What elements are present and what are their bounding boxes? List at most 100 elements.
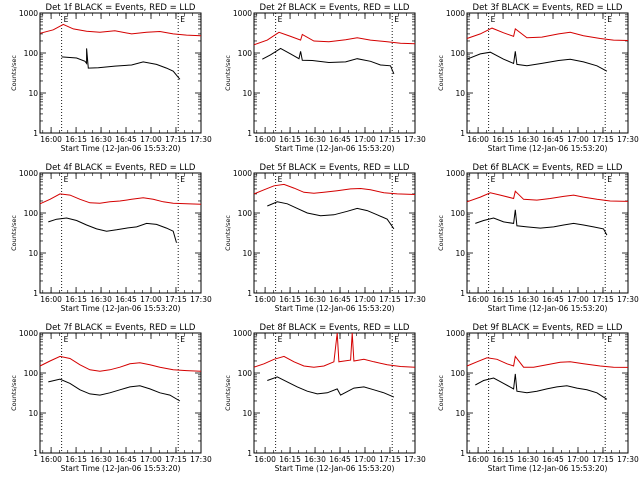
events-series-line (475, 209, 608, 236)
event-marker-label: E (64, 15, 69, 24)
lld-series-line (39, 355, 202, 372)
y-tick-label: 1000 (19, 329, 38, 338)
x-tick-label: 16:00 (40, 455, 62, 464)
y-axis-title: Counts/sec (437, 375, 445, 411)
x-tick-label: 17:00 (354, 135, 376, 144)
x-tick-label: 16:00 (254, 295, 276, 304)
x-tick-label: 17:00 (354, 455, 376, 464)
x-tick-label: 16:00 (254, 455, 276, 464)
y-axis-title: Counts/sec (10, 55, 18, 91)
event-marker-label: E (180, 15, 185, 24)
x-tick-label: 16:45 (329, 295, 351, 304)
plot-frame (253, 172, 416, 294)
x-tick-label: 17:15 (379, 455, 401, 464)
y-tick-label: 1000 (446, 9, 465, 18)
lld-series-line (466, 355, 629, 368)
x-axis-title: Start Time (12-Jan-06 15:53:20) (488, 144, 608, 153)
event-marker-label: E (64, 335, 69, 344)
y-tick-label: 100 (238, 49, 253, 58)
y-tick-label: 1 (247, 449, 252, 458)
panel-8: Det 8f BLACK = Events, RED = LLD 1 10 100 10… (224, 323, 426, 473)
x-tick-label: 17:15 (592, 295, 614, 304)
event-marker-label: E (180, 335, 185, 344)
y-tick-label: 10 (28, 249, 38, 258)
panel-title: Det 6f BLACK = Events, RED = LLD (473, 163, 623, 173)
events-series-line (466, 51, 608, 72)
y-tick-label: 10 (28, 89, 38, 98)
plot-frame (39, 332, 202, 454)
x-tick-label: 17:30 (190, 455, 212, 464)
x-tick-label: 17:30 (404, 455, 426, 464)
x-axis-title: Start Time (12-Jan-06 15:53:20) (61, 144, 181, 153)
y-tick-label: 10 (28, 409, 38, 418)
x-axis-title: Start Time (12-Jan-06 15:53:20) (488, 464, 608, 473)
x-tick-label: 16:15 (492, 455, 514, 464)
lld-series-line (253, 183, 416, 195)
event-marker-label: E (394, 15, 399, 24)
panel-5: Det 5f BLACK = Events, RED = LLD 1 10 100 10… (224, 163, 426, 313)
y-tick-label: 100 (238, 369, 253, 378)
plot-frame (466, 172, 629, 294)
x-tick-label: 16:15 (65, 295, 87, 304)
y-tick-label: 1000 (233, 9, 252, 18)
event-marker-label: E (607, 15, 612, 24)
events-series-line (267, 201, 395, 230)
y-tick-label: 1 (460, 289, 465, 298)
panel-title: Det 7f BLACK = Events, RED = LLD (46, 323, 196, 333)
x-tick-label: 16:30 (304, 295, 326, 304)
event-marker-label: E (394, 175, 399, 184)
lld-series-line (466, 27, 629, 41)
y-tick-label: 1000 (19, 169, 38, 178)
y-tick-label: 1 (460, 449, 465, 458)
y-tick-label: 1 (247, 289, 252, 298)
y-tick-label: 1 (247, 129, 252, 138)
x-tick-label: 17:15 (379, 135, 401, 144)
x-tick-label: 16:00 (467, 295, 489, 304)
panel-title: Det 1f BLACK = Events, RED = LLD (46, 3, 196, 13)
panel-title: Det 3f BLACK = Events, RED = LLD (473, 3, 623, 13)
x-tick-label: 17:30 (404, 295, 426, 304)
y-tick-label: 1 (33, 289, 38, 298)
x-tick-label: 16:15 (279, 295, 301, 304)
events-series-line (48, 217, 177, 243)
plot-frame (466, 332, 629, 454)
plot-frame (39, 12, 202, 134)
x-axis-title: Start Time (12-Jan-06 15:53:20) (61, 464, 181, 473)
y-tick-label: 100 (238, 209, 253, 218)
x-axis-title: Start Time (12-Jan-06 15:53:20) (275, 464, 395, 473)
x-tick-label: 17:30 (190, 135, 212, 144)
x-tick-label: 16:45 (542, 295, 564, 304)
y-tick-label: 100 (451, 49, 466, 58)
x-tick-label: 17:30 (617, 295, 639, 304)
y-tick-label: 1000 (233, 169, 252, 178)
x-axis-title: Start Time (12-Jan-06 15:53:20) (275, 304, 395, 313)
lld-series-line (253, 31, 416, 46)
y-axis-title: Counts/sec (437, 215, 445, 251)
panel-2: Det 2f BLACK = Events, RED = LLD 1 10 100 10… (224, 3, 426, 153)
event-marker-label: E (491, 15, 496, 24)
panel-9: Det 9f BLACK = Events, RED = LLD 1 10 100 10… (437, 323, 639, 473)
y-tick-label: 10 (242, 249, 252, 258)
plot-frame (253, 332, 416, 454)
x-tick-label: 17:30 (404, 135, 426, 144)
y-tick-label: 1 (460, 129, 465, 138)
panel-title: Det 2f BLACK = Events, RED = LLD (260, 3, 410, 13)
y-tick-label: 10 (242, 409, 252, 418)
event-marker-label: E (491, 335, 496, 344)
x-tick-label: 16:00 (467, 455, 489, 464)
lld-series-line (253, 332, 416, 368)
x-tick-label: 17:00 (567, 295, 589, 304)
event-marker-label: E (278, 335, 283, 344)
x-tick-label: 17:00 (567, 455, 589, 464)
x-tick-label: 17:00 (354, 295, 376, 304)
x-tick-label: 16:30 (517, 455, 539, 464)
lld-series-line (39, 193, 202, 205)
y-tick-label: 1 (33, 129, 38, 138)
events-series-line (475, 373, 608, 400)
y-tick-label: 1000 (446, 169, 465, 178)
y-tick-label: 10 (242, 89, 252, 98)
event-marker-label: E (394, 335, 399, 344)
panel-title: Det 9f BLACK = Events, RED = LLD (473, 323, 623, 333)
panel-title: Det 5f BLACK = Events, RED = LLD (260, 163, 410, 173)
x-tick-label: 17:00 (140, 455, 162, 464)
